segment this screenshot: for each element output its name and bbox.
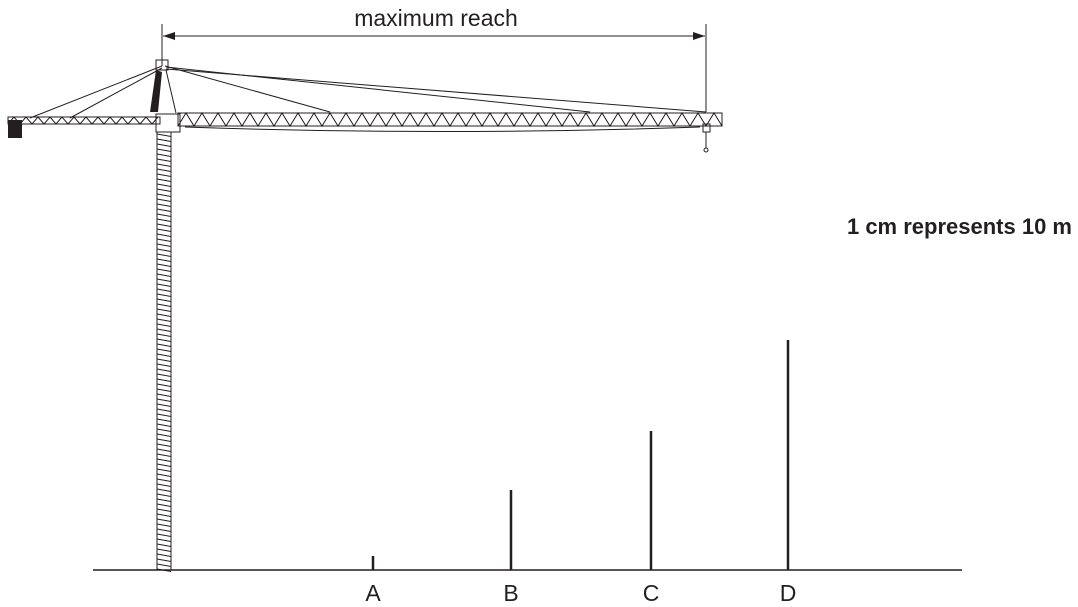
apex	[155, 59, 169, 71]
apex-leg	[150, 70, 162, 112]
tie	[165, 68, 707, 113]
tower-bracing	[156, 133, 172, 572]
dimension-label: maximum reach	[354, 5, 518, 31]
counter-jib-zigzag	[7, 116, 159, 125]
marker-label: D	[780, 580, 797, 606]
tower-lattice	[156, 133, 172, 572]
scale-note: 1 cm represents 10 m	[847, 214, 1072, 239]
tie	[29, 65, 163, 119]
tie-cables	[29, 65, 707, 119]
jib-lattice	[177, 112, 723, 127]
counterweight	[8, 120, 22, 138]
marker-label: C	[643, 580, 660, 606]
tie	[69, 67, 163, 119]
marker-label: B	[503, 580, 518, 606]
jib-underside	[184, 126, 701, 132]
marker-label: A	[365, 580, 381, 606]
hook	[703, 147, 709, 153]
tie	[164, 65, 331, 113]
counter-jib-lattice	[7, 116, 159, 125]
jib-zigzag	[177, 112, 723, 127]
apex-leg	[165, 69, 177, 114]
